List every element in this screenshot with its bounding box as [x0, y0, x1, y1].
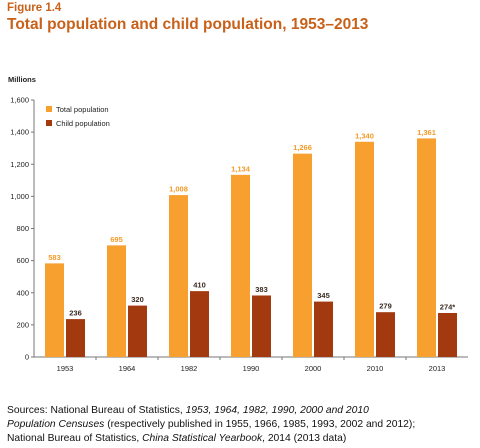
figure-label: Figure 1.4: [7, 2, 62, 14]
total-population-bar: [417, 138, 436, 357]
bar-chart: Millions 0 200 400 600 800 1,000 1,200 1,400 1,60…: [8, 75, 468, 373]
child-population-data-label: 279: [379, 302, 392, 311]
x-tick-label: 2000: [305, 364, 322, 373]
x-tick-label: 1990: [243, 364, 260, 373]
child-population-data-label: 274*: [440, 302, 456, 311]
y-tick-label: 0: [25, 353, 29, 362]
sources-census-years: 1953, 1964, 1982, 1990, 2000 and 2010: [185, 405, 369, 416]
sources-line-2: Population Censuses (respectively publis…: [7, 418, 477, 432]
child-population-data-label: 236: [69, 309, 82, 318]
child-population-data-label: 320: [131, 295, 144, 304]
x-tick-label: 2010: [367, 364, 384, 373]
legend-total-label: Total population: [56, 105, 109, 114]
legend-child-label: Child population: [56, 119, 110, 128]
x-tick-label: 1953: [57, 364, 74, 373]
legend-total-swatch: [46, 106, 52, 112]
total-population-bar: [355, 141, 374, 357]
child-population-bar: [190, 291, 209, 357]
x-tick-label: 2013: [429, 364, 446, 373]
sources-line-1: Sources: National Bureau of Statistics, …: [7, 404, 477, 418]
sources-line-3-rest: , 2014 (2013 data): [262, 433, 347, 444]
sources-census-title: Population Censuses: [7, 419, 105, 430]
sources-line-3: National Bureau of Statistics, China Sta…: [7, 432, 477, 446]
sources-line-2-text: (respectively published in 1955, 1966, 1…: [104, 419, 416, 430]
total-population-bar: [45, 263, 64, 357]
figure-title: Total population and child population, 1…: [7, 16, 369, 33]
total-population-data-label: 1,266: [293, 143, 312, 152]
child-population-data-label: 410: [193, 281, 206, 290]
y-tick-label: 1,000: [10, 192, 29, 201]
y-tick-label: 1,400: [10, 128, 29, 137]
child-population-bar: [66, 319, 85, 357]
child-population-bar: [252, 295, 271, 357]
y-tick-label: 1,600: [10, 96, 29, 105]
y-tick-label: 600: [16, 256, 29, 265]
y-tick-label: 400: [16, 288, 29, 297]
total-population-data-label: 1,361: [417, 128, 436, 137]
total-population-bar: [293, 153, 312, 357]
legend-child-swatch: [46, 120, 52, 126]
child-population-bar: [438, 312, 457, 357]
y-tick-label: 200: [16, 320, 29, 329]
y-tick-label: 800: [16, 224, 29, 233]
total-population-bar: [107, 245, 126, 357]
total-population-data-label: 583: [48, 253, 61, 262]
total-population-data-label: 695: [110, 235, 123, 244]
sources-note: Sources: National Bureau of Statistics, …: [7, 404, 477, 446]
child-population-bar: [376, 312, 395, 357]
total-population-data-label: 1,340: [355, 131, 374, 140]
x-tick-label: 1982: [181, 364, 198, 373]
child-population-bar: [128, 305, 147, 357]
total-population-data-label: 1,008: [169, 185, 188, 194]
sources-yearbook-title: China Statistical Yearbook: [142, 433, 263, 444]
child-population-data-label: 345: [317, 291, 330, 300]
sources-line-3-text: National Bureau of Statistics,: [7, 433, 143, 444]
y-tick-label: 1,200: [10, 160, 29, 169]
child-population-bar: [314, 301, 333, 357]
total-population-data-label: 1,134: [231, 164, 251, 173]
total-population-bar: [231, 174, 250, 357]
x-tick-label: 1964: [119, 364, 136, 373]
sources-line-1-text: Sources: National Bureau of Statistics,: [7, 405, 186, 416]
child-population-data-label: 383: [255, 285, 268, 294]
total-population-bar: [169, 195, 188, 357]
y-axis-title: Millions: [8, 75, 36, 84]
